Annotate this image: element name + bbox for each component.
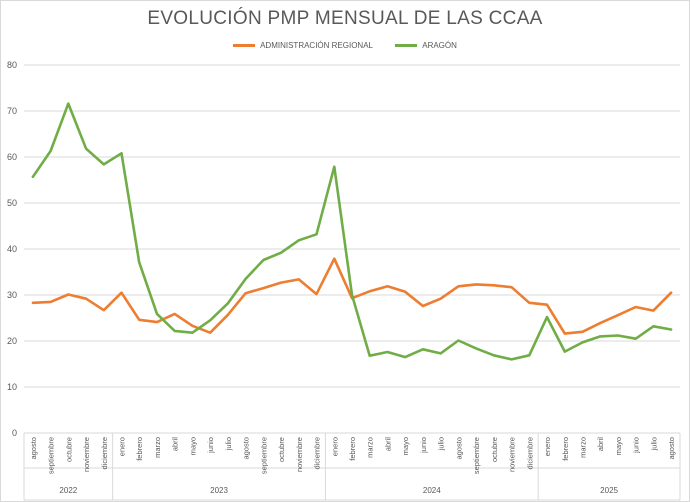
x-tick-label: noviembre (295, 437, 304, 472)
year-label-2025: 2025 (600, 486, 618, 495)
x-tick-label: febrero (561, 437, 570, 461)
legend-label-administracion-regional: ADMINISTRACIÓN REGIONAL (260, 41, 373, 50)
x-tick-label: mayo (188, 437, 197, 455)
y-tick-label: 70 (7, 106, 17, 116)
x-tick-label: abril (596, 437, 605, 452)
legend-item-administracion-regional: ADMINISTRACIÓN REGIONAL (233, 41, 373, 50)
x-tick-label: enero (330, 437, 339, 456)
x-tick-label: agosto (454, 437, 463, 460)
y-tick-label: 10 (7, 382, 17, 392)
x-tick-label: septiembre (47, 437, 56, 474)
x-tick-label: diciembre (100, 437, 109, 470)
legend-swatch-administracion-regional (233, 44, 256, 47)
y-tick-label: 0 (12, 428, 17, 438)
x-tick-label: mayo (401, 437, 410, 455)
x-tick-label: enero (118, 437, 127, 456)
x-tick-label: marzo (578, 437, 587, 458)
x-tick-label: junio (632, 437, 641, 454)
legend-item-aragon: ARAGÓN (395, 41, 457, 50)
x-tick-label: agosto (667, 437, 676, 460)
x-tick-label: septiembre (259, 437, 268, 474)
y-tick-label: 80 (7, 60, 17, 70)
x-tick-label: agosto (29, 437, 38, 460)
x-tick-label: marzo (153, 437, 162, 458)
x-tick-label: octubre (490, 437, 499, 462)
y-tick-label: 60 (7, 152, 17, 162)
x-tick-label: julio (437, 437, 446, 451)
y-tick-label: 30 (7, 290, 17, 300)
x-tick-label: julio (649, 437, 658, 451)
x-tick-label: diciembre (313, 437, 322, 470)
x-tick-label: febrero (135, 437, 144, 461)
y-tick-label: 50 (7, 198, 17, 208)
x-tick-label: abril (383, 437, 392, 452)
year-label-2023: 2023 (210, 486, 228, 495)
x-tick-label: enero (543, 437, 552, 456)
x-tick-label: diciembre (525, 437, 534, 470)
x-tick-label: octubre (277, 437, 286, 462)
legend-swatch-aragon (395, 44, 418, 47)
y-tick-label: 20 (7, 336, 17, 346)
x-tick-label: febrero (348, 437, 357, 461)
legend-label-aragon: ARAGÓN (422, 41, 457, 50)
year-label-2024: 2024 (423, 486, 441, 495)
x-tick-label: noviembre (508, 437, 517, 472)
x-tick-label: mayo (614, 437, 623, 455)
x-tick-label: agosto (242, 437, 251, 460)
legend: ADMINISTRACIÓN REGIONAL ARAGÓN (0, 40, 690, 50)
x-tick-label: abril (171, 437, 180, 452)
year-label-2022: 2022 (59, 486, 77, 495)
x-tick-label: noviembre (82, 437, 91, 472)
x-tick-label: junio (206, 437, 215, 454)
x-tick-label: marzo (366, 437, 375, 458)
y-tick-label: 40 (7, 244, 17, 254)
x-tick-label: septiembre (472, 437, 481, 474)
x-tick-label: octubre (64, 437, 73, 462)
chart-title: EVOLUCIÓN PMP MENSUAL DE LAS CCAA (147, 8, 543, 29)
x-tick-label: julio (224, 437, 233, 451)
series-line-aragon (31, 102, 673, 361)
x-tick-label: junio (419, 437, 428, 454)
